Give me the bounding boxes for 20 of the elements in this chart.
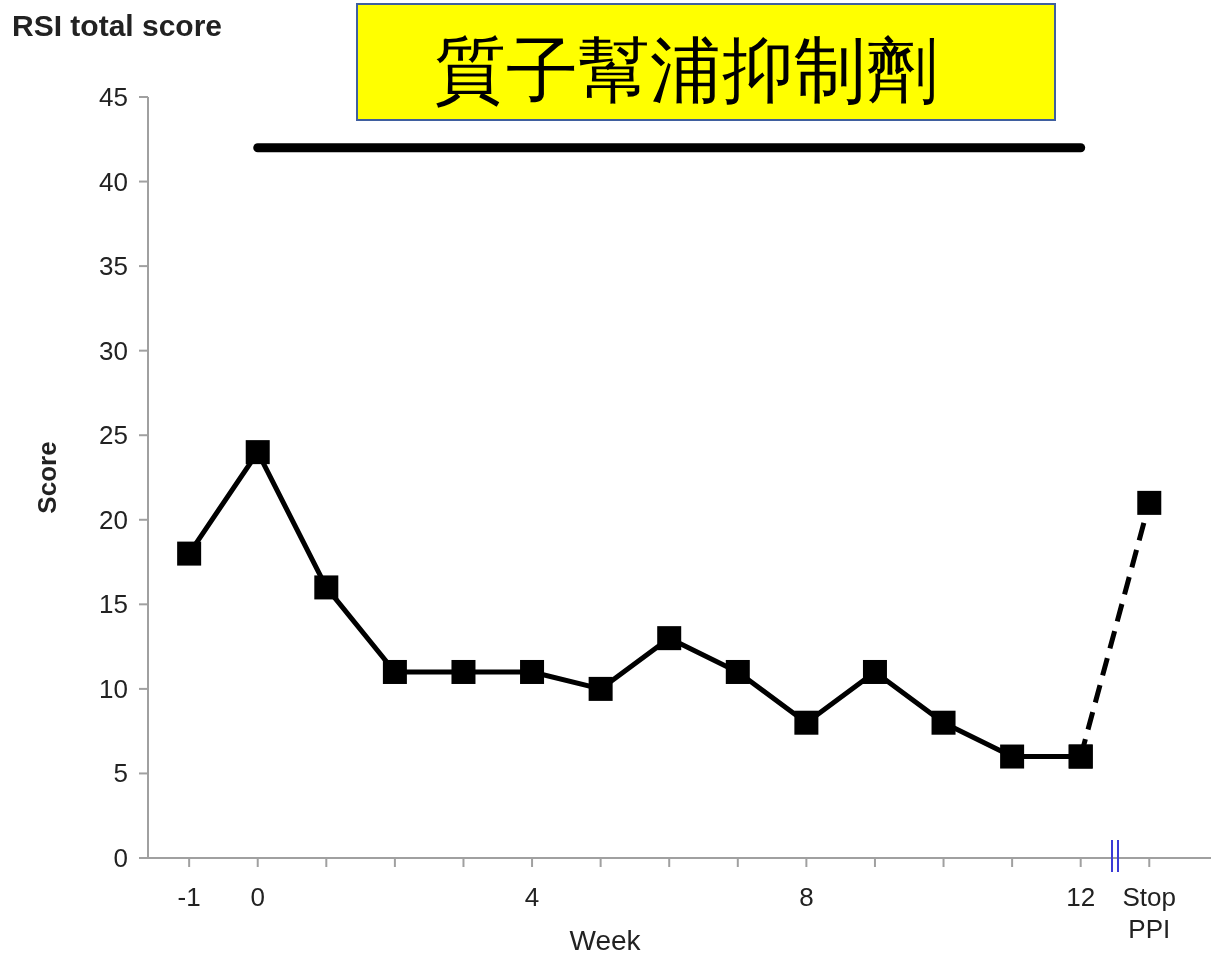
y-axis-title: Score (32, 441, 62, 514)
x-axis-title: Week (569, 925, 642, 956)
x-tick-label: 0 (250, 882, 265, 912)
y-tick-label: 5 (113, 758, 128, 789)
y-tick-label: 25 (99, 420, 128, 451)
y-tick-label: 10 (99, 673, 128, 704)
x-tick-label: 4 (524, 882, 540, 912)
y-tick-label: 40 (99, 166, 128, 197)
x-tick-label: 8 (799, 882, 814, 912)
y-tick-label: 30 (99, 335, 128, 366)
chart-title: RSI total score (12, 9, 223, 42)
y-tick-label: 45 (99, 82, 128, 112)
x-tick-label: -1 (177, 882, 201, 912)
x-tick-label: Stop PPI (1122, 882, 1177, 944)
x-tick-label: 12 (1066, 882, 1096, 912)
y-tick-label: 20 (99, 504, 128, 535)
y-tick-label: 35 (99, 251, 128, 282)
y-tick-label: 15 (99, 589, 128, 620)
annotation: 質子幫浦抑制劑 (434, 30, 938, 110)
y-tick-label: 0 (113, 843, 128, 873)
